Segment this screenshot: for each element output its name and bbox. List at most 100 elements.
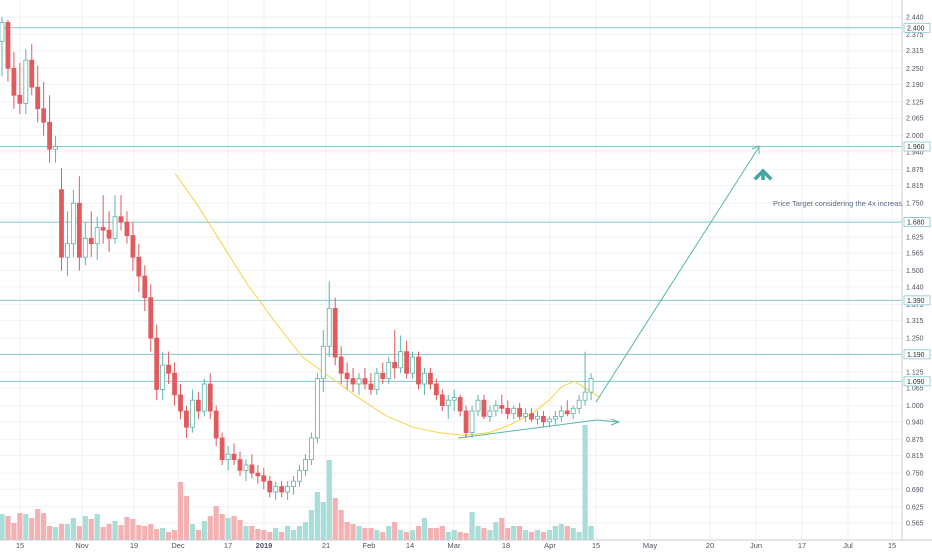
candle-body [320, 345, 326, 380]
x-tick-label: 15 [16, 541, 24, 550]
breakout-arrowhead [610, 418, 621, 426]
candle-body [35, 86, 41, 110]
y-tick-label: 2.440 [906, 15, 924, 22]
candle-body [350, 378, 356, 385]
volume-bar [273, 528, 279, 540]
candle-body [511, 407, 517, 415]
candle-body [59, 189, 64, 258]
volume-bar [576, 532, 582, 540]
candle-body [100, 227, 106, 231]
candles [0, 17, 594, 501]
volume-bar [285, 526, 291, 540]
candle-body [71, 202, 76, 245]
volume-bar [41, 513, 47, 540]
candle-body [273, 486, 279, 493]
volume-bar [582, 425, 588, 540]
volume-bar [154, 529, 160, 540]
candle-body [118, 216, 124, 223]
x-tick-label: 15 [592, 541, 600, 550]
volume-bar [177, 482, 184, 540]
y-tick-label: 2.125 [906, 100, 924, 107]
y-tick-label: 1.375 [906, 302, 924, 309]
x-tick-label: 15 [888, 541, 896, 550]
candle-body [207, 383, 213, 412]
volume-bar [552, 526, 558, 540]
support-trendline [457, 419, 598, 439]
level-label: 1.190 [907, 352, 925, 359]
volume-bar [64, 524, 71, 540]
volume-bar [451, 530, 457, 540]
volume-bar [237, 520, 243, 540]
candle-body [564, 410, 570, 415]
candle-body [308, 437, 314, 460]
volume-bar [207, 516, 213, 540]
level-label: 1.680 [907, 220, 925, 227]
x-tick-label: Mar [448, 541, 461, 550]
candle-body [576, 399, 582, 409]
candle-body [445, 399, 451, 407]
candle-body [529, 413, 534, 420]
volume-bar [5, 516, 11, 540]
candle-body [338, 356, 344, 374]
y-tick-label: 0.565 [906, 521, 924, 528]
level-label-box [903, 22, 931, 33]
candle-body [11, 67, 17, 96]
volume-bar [356, 526, 362, 540]
volume-bar [487, 530, 493, 540]
x-tick-label: 17 [798, 541, 806, 550]
price-axis: 2.440 2.375 2.315 2.250 2.190 2.125 2.065 2.000… [901, 0, 932, 550]
volume-bar [201, 521, 207, 540]
volume-bar [279, 532, 285, 540]
level-label: 1.960 [907, 144, 925, 151]
candle-body [582, 391, 588, 401]
candle-body [558, 410, 564, 417]
candle-body [535, 416, 540, 420]
x-tick-label: Dec [171, 541, 185, 550]
candle-body [65, 243, 70, 258]
candle-body [297, 469, 302, 482]
candle-body [499, 405, 505, 409]
candle-body [392, 362, 398, 369]
level-label-box [903, 141, 931, 152]
y-tick-label: 2.315 [906, 48, 924, 55]
candle-body [523, 413, 528, 417]
volume-bar [326, 460, 332, 540]
candle-body [53, 146, 58, 150]
volume-bar [189, 524, 195, 540]
candle-body [184, 410, 189, 428]
volume-bar [320, 502, 326, 540]
candle-body [201, 383, 207, 412]
y-tick-label: 1.625 [906, 234, 924, 241]
volume-bar [23, 514, 29, 540]
candle-body [17, 94, 23, 104]
y-tick-label: 2.250 [906, 66, 924, 73]
y-tick-label: 1.750 [906, 201, 924, 208]
volume-bar [106, 524, 112, 540]
volume-bar [392, 522, 398, 540]
volume-bar [255, 529, 261, 540]
y-tick-label: 0.625 [906, 504, 924, 511]
volume-bar [481, 528, 487, 540]
candle-body [344, 372, 350, 380]
candle-body [469, 410, 475, 433]
price-axis-bg [902, 0, 932, 550]
volume-bar [463, 533, 469, 540]
candle-body [433, 383, 439, 396]
candle-body [332, 308, 338, 358]
volume-bar [368, 528, 374, 540]
y-tick-label: 1.940 [906, 149, 924, 156]
volume-bar [261, 530, 267, 540]
volume-bar [225, 518, 231, 540]
y-tick-label: 2.000 [906, 133, 924, 140]
x-tick-label: 19 [130, 541, 138, 550]
candle-body [237, 459, 243, 471]
candle-body [303, 459, 308, 471]
y-tick-label: 0.940 [906, 419, 924, 426]
candle-body [112, 216, 118, 239]
candle-body [493, 405, 499, 412]
volume-bar [148, 524, 154, 540]
level-label-box [903, 295, 931, 306]
candle-body [213, 410, 219, 439]
